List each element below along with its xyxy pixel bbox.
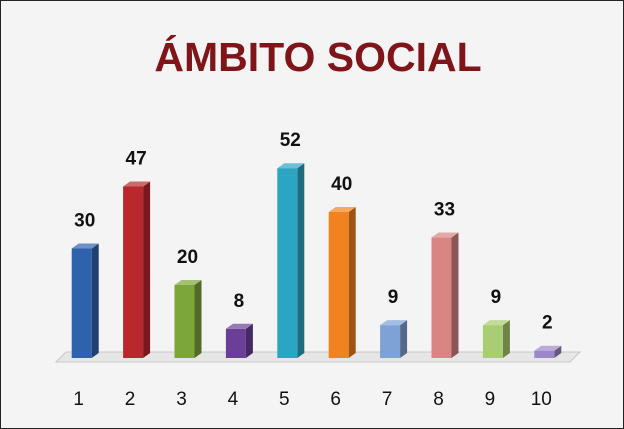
x-tick-label: 4 (228, 389, 239, 410)
bar-side (297, 163, 305, 358)
bar (225, 328, 246, 358)
x-tick-label: 2 (125, 389, 136, 410)
data-label: 8 (234, 291, 245, 312)
bar (123, 186, 144, 358)
bar-side (554, 345, 562, 358)
bar (431, 237, 452, 358)
bar (174, 285, 195, 358)
data-label: 52 (280, 130, 301, 151)
bar-top (225, 323, 253, 329)
bar-side (348, 207, 356, 358)
data-label: 40 (331, 174, 352, 195)
bar (328, 212, 349, 358)
data-label: 20 (177, 247, 198, 268)
bar-top (534, 345, 562, 351)
bar-top (380, 320, 408, 326)
bar-top (174, 280, 202, 285)
bar-side (502, 320, 510, 358)
data-label: 9 (388, 287, 399, 308)
bar-top (431, 232, 459, 238)
chart-title: ÁMBITO SOCIAL (154, 34, 481, 80)
data-label: 2 (542, 313, 553, 334)
bar-top (123, 181, 151, 187)
x-tick-label: 5 (279, 389, 290, 410)
data-label: 9 (491, 287, 502, 308)
bar (71, 248, 92, 358)
bar (380, 325, 401, 358)
data-label: 47 (126, 148, 147, 169)
bar-top (328, 207, 356, 212)
bar-side (451, 232, 459, 358)
data-label: 33 (434, 200, 455, 221)
x-tick-label: 8 (433, 389, 444, 410)
bar (482, 325, 503, 358)
bar-side (143, 181, 151, 358)
x-tick-label: 6 (330, 389, 341, 410)
bar-side (194, 280, 202, 358)
x-tick-label: 10 (531, 389, 552, 410)
bar-top (277, 163, 305, 169)
bar-side (400, 320, 408, 358)
bar (277, 168, 298, 358)
bar-side (91, 243, 99, 358)
bar-top (71, 243, 99, 249)
bar-top (482, 320, 510, 326)
x-tick-label: 1 (73, 389, 84, 410)
data-label: 30 (74, 211, 95, 232)
x-tick-label: 7 (382, 389, 393, 410)
x-tick-label: 3 (176, 389, 187, 410)
bar-side (245, 323, 253, 358)
bar (534, 350, 555, 358)
x-tick-label: 9 (485, 389, 496, 410)
